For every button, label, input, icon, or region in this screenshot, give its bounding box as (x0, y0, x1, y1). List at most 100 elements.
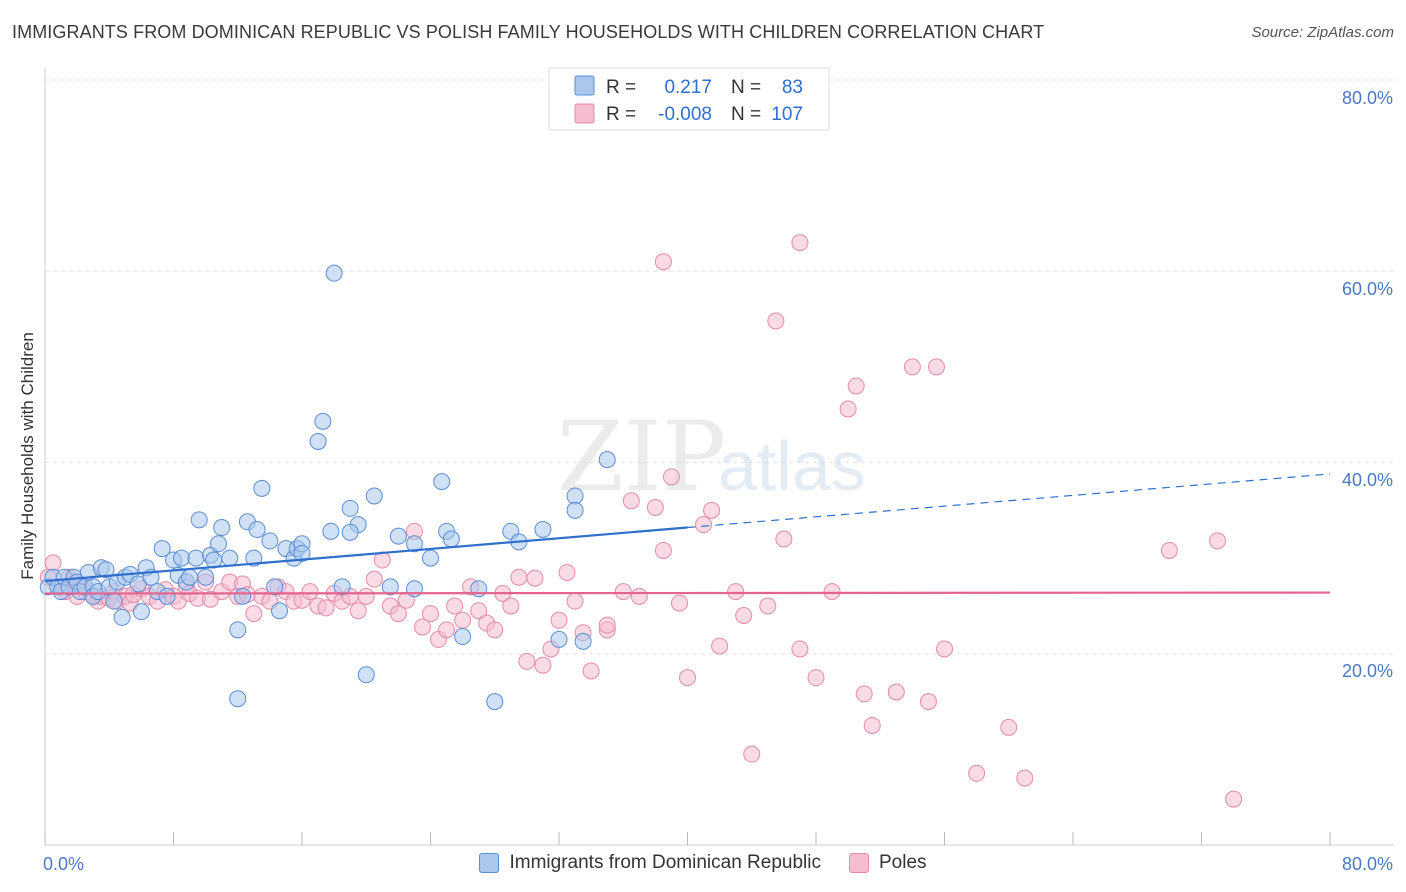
stats-n-value-blue: 83 (782, 77, 803, 98)
dominican-point-28 (158, 587, 176, 605)
poles-point-60 (454, 611, 472, 629)
dominican-point-41 (221, 549, 239, 567)
dominican-point-72 (433, 473, 451, 491)
poles-point-100 (823, 583, 841, 601)
dominican-point-68 (389, 527, 407, 545)
dominican-point-49 (261, 532, 279, 550)
poles-point-115 (1225, 790, 1243, 808)
poles-point-105 (887, 683, 905, 701)
poles-point-93 (743, 745, 761, 763)
poles-point-88 (695, 516, 713, 534)
dominican-point-83 (566, 501, 584, 519)
dominican-point-62 (341, 499, 359, 517)
poles-point-87 (679, 669, 696, 687)
dominican-point-77 (486, 693, 504, 711)
stats-n-label-blue: N = (731, 77, 761, 98)
poles-point-79 (614, 583, 632, 601)
poles-point-1 (44, 554, 62, 572)
dominican-point-31 (173, 549, 191, 567)
poles-point-78 (598, 616, 616, 634)
poles-point-80 (622, 492, 640, 510)
chart-title: IMMIGRANTS FROM DOMINICAN REPUBLIC VS PO… (12, 22, 1045, 42)
stats-swatch-pink (574, 103, 595, 124)
dominican-point-42 (229, 621, 247, 639)
dominican-point-50 (266, 578, 284, 596)
dominican-point-19 (113, 608, 131, 626)
axes (44, 68, 1393, 846)
poles-point-111 (1000, 718, 1018, 736)
poles-point-96 (775, 530, 793, 548)
poles-point-91 (727, 583, 745, 601)
dominican-point-23 (132, 603, 150, 621)
x-tick-label-min: 0.0% (43, 854, 84, 874)
dominican-point-85 (598, 451, 616, 469)
legend-label-poles: Poles (878, 852, 927, 873)
poles-point-55 (413, 618, 431, 636)
dominican-point-33 (181, 568, 199, 586)
poles-point-86 (670, 594, 688, 612)
dominican-point-48 (253, 479, 271, 497)
y-tick-label-20: 20.0% (1342, 661, 1393, 681)
grid-lines (45, 79, 1393, 655)
dominican-point-39 (209, 535, 227, 553)
legend-item-poles: Poles (848, 852, 927, 874)
poles-point-47 (349, 602, 367, 620)
poles-point-108 (927, 358, 945, 376)
poles-point-113 (1160, 541, 1178, 559)
poles-point-56 (422, 605, 439, 623)
poles-point-68 (518, 652, 536, 670)
poles-point-89 (703, 501, 721, 519)
poles-point-34 (245, 605, 263, 623)
trend-lines (44, 473, 1331, 595)
y-tick-label-80: 80.0% (1342, 88, 1393, 108)
dominican-point-47 (248, 520, 266, 538)
poles-point-67 (510, 568, 528, 586)
poles-point-99 (807, 669, 825, 687)
chart-source: Source: ZipAtlas.com (1251, 24, 1394, 41)
dominican-point-66 (365, 487, 383, 505)
poles-point-49 (365, 570, 383, 588)
dominican-point-17 (105, 592, 123, 610)
watermark: ZIP atlas (557, 401, 866, 513)
stats-swatch-blue (574, 75, 595, 96)
poles-point-107 (919, 693, 937, 711)
poles-point-98 (791, 640, 809, 658)
poles-point-114 (1209, 532, 1227, 550)
watermark-zip: ZIP (557, 401, 726, 513)
poles-point-94 (759, 597, 777, 615)
poles-point-83 (654, 253, 672, 271)
trend-line-dominican-extension (687, 473, 1331, 529)
dominican-point-57 (309, 432, 327, 450)
poles-point-103 (855, 685, 873, 703)
stats-n-label-pink: N = (731, 104, 761, 125)
dominican-point-61 (333, 578, 351, 596)
poles-point-84 (654, 541, 672, 559)
dominican-point-65 (357, 666, 375, 684)
poles-point-102 (847, 377, 865, 395)
stats-r-label-blue: R = (606, 77, 636, 98)
poles-point-59 (446, 597, 464, 615)
legend-swatch-pink (848, 853, 869, 873)
x-tick-label-max: 80.0% (1342, 854, 1393, 874)
dominican-point-40 (213, 519, 231, 537)
poles-point-92 (735, 607, 753, 624)
stats-r-value-pink: -0.008 (658, 104, 712, 125)
dominican-point-36 (197, 568, 215, 586)
dominican-point-76 (470, 580, 488, 598)
stats-legend-box (548, 67, 830, 131)
dominican-point-58 (314, 412, 332, 430)
dominican-point-59 (322, 522, 340, 540)
poles-point-66 (502, 597, 520, 615)
poles-point-85 (662, 468, 680, 486)
dominican-point-71 (422, 549, 439, 567)
poles-point-41 (301, 583, 319, 601)
poles-point-112 (1016, 769, 1034, 787)
stats-legend: R = 0.217 N = 83 R = -0.008 N = 107 (548, 67, 830, 131)
poles-point-58 (438, 621, 456, 639)
y-axis-title: Family Households with Children (18, 332, 37, 580)
poles-point-73 (558, 563, 576, 581)
dominican-point-35 (190, 511, 208, 529)
dominican-point-81 (550, 630, 568, 648)
poles-point-110 (968, 764, 986, 782)
dominican-point-43 (229, 690, 247, 708)
